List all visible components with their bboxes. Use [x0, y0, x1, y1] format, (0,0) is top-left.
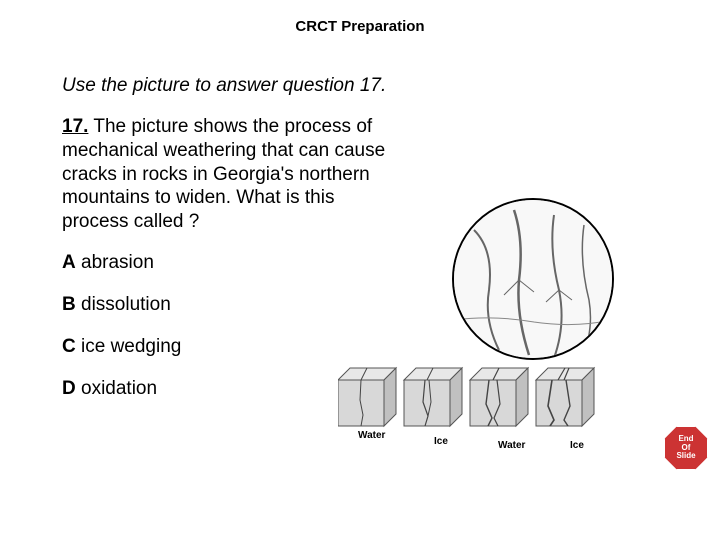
option-c-letter: C	[62, 336, 76, 357]
option-d-text: oxidation	[76, 378, 157, 399]
diagram-circle-inset	[452, 198, 614, 360]
stop-sign-icon: End Of Slide	[664, 426, 708, 470]
diagram-blocks: Water Ice Water Ice	[338, 360, 618, 450]
instruction-text: Use the picture to answer question 17.	[62, 75, 720, 97]
option-c-text: ice wedging	[76, 336, 182, 357]
block-label-1: Water	[358, 430, 385, 441]
option-b-letter: B	[62, 294, 76, 315]
block-label-4: Ice	[570, 440, 584, 451]
question-body: The picture shows the process of mechani…	[62, 116, 385, 232]
block-label-2: Ice	[434, 436, 448, 447]
question-text: 17. The picture shows the process of mec…	[62, 115, 392, 234]
option-d-letter: D	[62, 378, 76, 399]
option-a-letter: A	[62, 252, 76, 273]
end-of-slide-button[interactable]: End Of Slide	[664, 426, 708, 470]
option-c[interactable]: C ice wedging	[62, 336, 720, 358]
option-b-text: dissolution	[76, 294, 171, 315]
question-number: 17.	[62, 116, 88, 137]
stop-text-3: Slide	[676, 452, 695, 461]
page-header: CRCT Preparation	[0, 0, 720, 35]
option-b[interactable]: B dissolution	[62, 294, 720, 316]
option-a[interactable]: A abrasion	[62, 252, 720, 274]
option-a-text: abrasion	[76, 252, 154, 273]
block-label-3: Water	[498, 440, 525, 451]
